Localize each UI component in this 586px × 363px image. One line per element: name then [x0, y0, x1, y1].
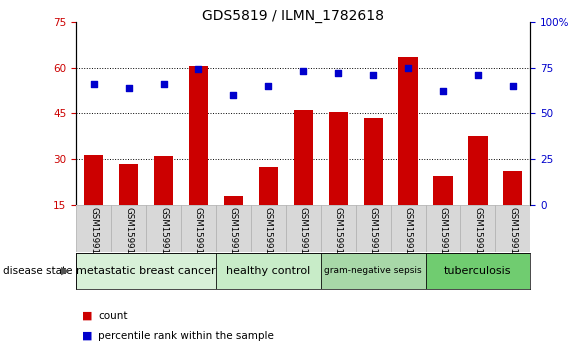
Bar	[286, 205, 321, 252]
Bar	[258, 167, 278, 205]
Text: GSM1599187: GSM1599187	[438, 207, 448, 265]
Text: metastatic breast cancer: metastatic breast cancer	[76, 266, 216, 276]
Bar	[216, 205, 251, 252]
Bar	[111, 205, 146, 252]
Bar	[434, 176, 452, 205]
Text: GSM1599177: GSM1599177	[89, 207, 98, 265]
Text: GSM1599188: GSM1599188	[473, 207, 482, 265]
Point	[89, 81, 98, 87]
Text: GSM1599182: GSM1599182	[264, 207, 273, 265]
Bar	[224, 196, 243, 205]
Text: GSM1599179: GSM1599179	[159, 207, 168, 264]
Text: disease state: disease state	[3, 266, 73, 276]
Point	[264, 83, 273, 89]
Bar	[321, 253, 425, 289]
Bar	[189, 66, 208, 205]
Bar	[119, 164, 138, 205]
Bar	[363, 118, 383, 205]
Point	[299, 68, 308, 74]
Bar	[398, 57, 418, 205]
Text: GSM1599183: GSM1599183	[299, 207, 308, 265]
Text: GSM1599186: GSM1599186	[404, 207, 413, 265]
Bar	[84, 155, 103, 205]
Text: GSM1599184: GSM1599184	[333, 207, 343, 265]
Bar	[425, 205, 461, 252]
Point	[333, 70, 343, 76]
Text: ■: ■	[82, 311, 93, 321]
Bar	[461, 205, 495, 252]
Point	[229, 92, 238, 98]
Point	[159, 81, 168, 87]
Text: gram-negative sepsis: gram-negative sepsis	[324, 266, 422, 275]
Text: GSM1599181: GSM1599181	[229, 207, 238, 265]
Text: GSM1599178: GSM1599178	[124, 207, 133, 265]
Text: GSM1599189: GSM1599189	[509, 207, 517, 264]
Bar	[154, 156, 173, 205]
Text: GSM1599180: GSM1599180	[194, 207, 203, 265]
Bar	[146, 205, 181, 252]
Bar	[181, 205, 216, 252]
Point	[194, 66, 203, 72]
Text: healthy control: healthy control	[226, 266, 311, 276]
Bar	[391, 205, 425, 252]
Point	[438, 89, 448, 94]
Bar	[503, 171, 523, 205]
Text: GSM1599185: GSM1599185	[369, 207, 377, 265]
Point	[508, 83, 517, 89]
Bar	[329, 112, 348, 205]
Bar	[356, 205, 391, 252]
Point	[403, 65, 413, 70]
Point	[124, 85, 133, 91]
Bar	[468, 136, 488, 205]
Text: ■: ■	[82, 331, 93, 341]
Text: percentile rank within the sample: percentile rank within the sample	[98, 331, 274, 341]
Text: GDS5819 / ILMN_1782618: GDS5819 / ILMN_1782618	[202, 9, 384, 23]
Bar	[321, 205, 356, 252]
Bar	[425, 253, 530, 289]
Text: count: count	[98, 311, 128, 321]
Bar	[216, 253, 321, 289]
Bar	[294, 110, 313, 205]
Bar	[76, 253, 216, 289]
Bar	[495, 205, 530, 252]
Text: tuberculosis: tuberculosis	[444, 266, 512, 276]
Point	[369, 72, 378, 78]
Bar	[76, 205, 111, 252]
Bar	[251, 205, 286, 252]
Point	[473, 72, 483, 78]
Text: ▶: ▶	[60, 266, 69, 276]
